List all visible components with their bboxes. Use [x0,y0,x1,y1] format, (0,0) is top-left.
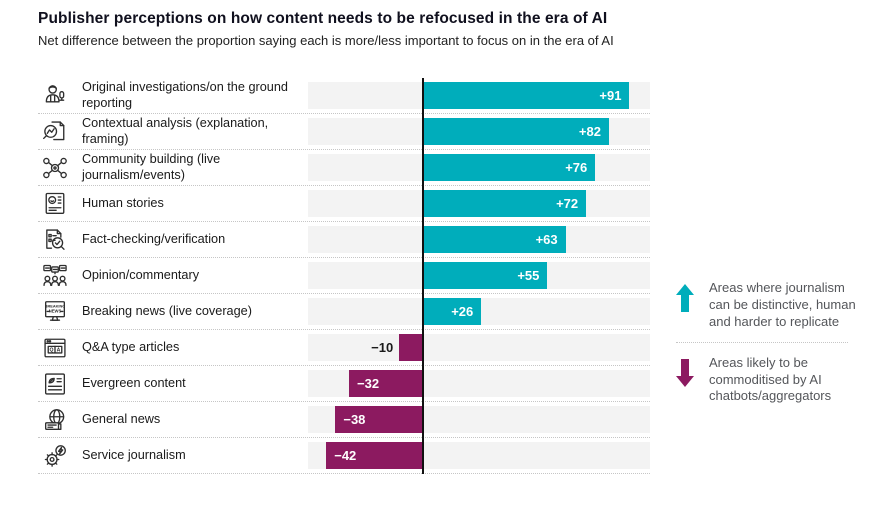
bar-track: +72 [308,190,650,217]
negative-bar: −38 [335,406,422,433]
chart-row: General news −38 [38,402,650,438]
positive-bar: +91 [422,82,630,109]
positive-bar: +72 [422,190,587,217]
legend: Areas where journalism can be distinctiv… [676,280,858,405]
value-label: −32 [357,376,380,391]
category-label: Breaking news (live coverage) [82,303,252,318]
bar-chart: Original investigations/on the ground re… [38,78,650,474]
svg-text:A: A [57,347,61,353]
category-label: Q&A type articles [82,339,180,354]
page-title: Publisher perceptions on how content nee… [38,10,608,27]
bar-track: +82 [308,118,650,145]
zero-axis-line [422,78,424,474]
category-label: Original investigations/on the ground re… [82,80,288,110]
negative-bar [399,334,422,361]
svg-text:NEWS: NEWS [49,308,62,313]
chart-row: Contextual analysis (explanation, framin… [38,114,650,150]
bar-track: +63 [308,226,650,253]
chart-row: BREAKING NEWS Breaking news (live coverage… [38,294,650,330]
value-label: −42 [334,448,357,463]
chart-row: Opinion/commentary +55 [38,258,650,294]
bar-track: −32 [308,370,650,397]
value-label: +63 [535,232,558,247]
positive-bar: +76 [422,154,596,181]
negative-bar: −42 [326,442,422,469]
chart-row: Q A Q&A type articles −10 [38,330,650,366]
legend-negative-label: Areas likely to be commoditised by AI ch… [709,354,832,404]
evergreen-icon [38,366,72,401]
positive-bar: +26 [422,298,482,325]
legend-item-negative: Areas likely to be commoditised by AI ch… [676,355,858,406]
svg-text:Q: Q [50,347,54,353]
category-label: General news [82,411,161,426]
chart-row: Human stories +72 [38,186,650,222]
positive-bar: +82 [422,118,609,145]
category-label: Contextual analysis (explanation, framin… [82,116,269,146]
svg-text:BREAKING: BREAKING [45,304,66,308]
value-label: +76 [565,160,588,175]
chart-row: Fact-checking/verification +63 [38,222,650,258]
positive-bar: +63 [422,226,566,253]
service-journalism-icon [38,438,72,473]
category-label: Fact-checking/verification [82,231,226,246]
value-label: −38 [343,412,366,427]
contextual-analysis-icon [38,114,72,149]
legend-positive-label: Areas where journalism can be distinctiv… [709,280,856,329]
bar-track: +91 [308,82,650,109]
category-label: Human stories [82,195,164,210]
value-label: +91 [599,88,622,103]
breaking-news-icon: BREAKING NEWS [38,294,72,329]
bar-track: −42 [308,442,650,469]
bar-track: −38 [308,406,650,433]
fact-check-icon [38,222,72,257]
chart-row: Service journalism −42 [38,438,650,474]
general-news-icon [38,402,72,437]
value-label: +26 [451,304,474,319]
category-label: Service journalism [82,447,186,462]
page-subtitle: Net difference between the proportion sa… [38,33,614,48]
negative-bar: −32 [349,370,422,397]
human-stories-icon [38,186,72,221]
positive-bar: +55 [422,262,548,289]
chart-row: Evergreen content −32 [38,366,650,402]
category-label: Opinion/commentary [82,267,200,282]
bar-track: +55 [308,262,650,289]
chart-row: Community building (live journalism/even… [38,150,650,186]
chart-header: Publisher perceptions on how content nee… [38,10,658,48]
chart-row: Original investigations/on the ground re… [38,78,650,114]
opinion-icon [38,258,72,293]
category-label: Evergreen content [82,375,186,390]
value-label: +72 [556,196,579,211]
legend-separator [676,341,848,343]
legend-item-positive: Areas where journalism can be distinctiv… [676,280,858,331]
value-label: −10 [371,340,394,355]
up-arrow-icon [676,284,694,317]
category-label: Community building (live journalism/even… [82,152,221,182]
value-label: +82 [578,124,601,139]
value-label: +55 [517,268,540,283]
bar-track: +26 [308,298,650,325]
bar-track: −10 [308,334,650,361]
community-icon [38,150,72,185]
reporter-icon [38,78,72,113]
down-arrow-icon [676,358,694,392]
bar-track: +76 [308,154,650,181]
